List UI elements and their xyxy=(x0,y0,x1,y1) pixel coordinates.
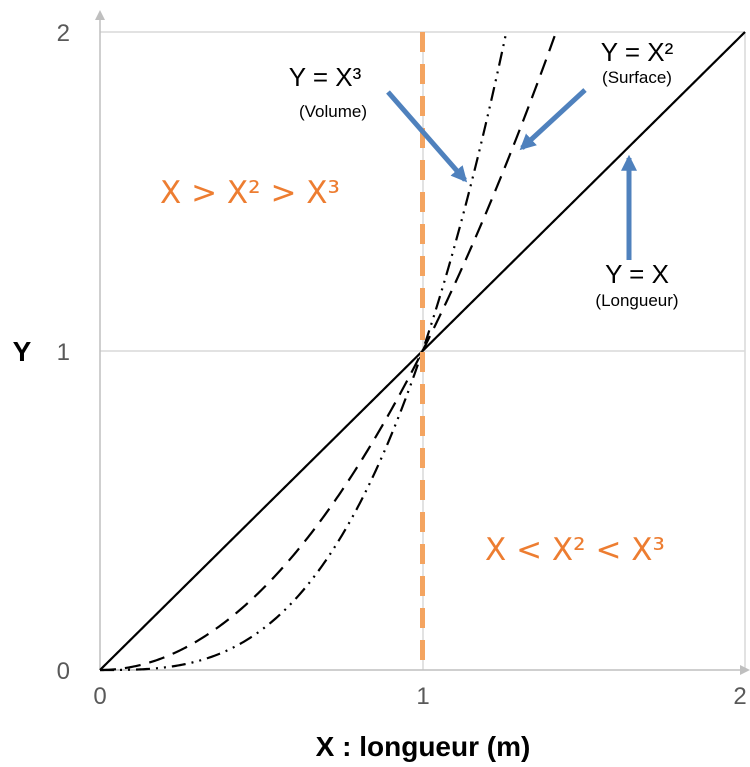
y-tick-label-1: 1 xyxy=(57,339,70,366)
x-tick-labels: 0 1 2 xyxy=(93,683,746,710)
x-axis-title: X : longueur (m) xyxy=(316,731,531,762)
series-label-sub: (Longueur) xyxy=(595,291,678,310)
x-tick-label-0: 0 xyxy=(93,683,106,710)
series-label-main: Y = X³ xyxy=(289,62,362,92)
region-label-right: X < X² < X³ xyxy=(485,532,665,568)
region-label-left: X > X² > X³ xyxy=(160,175,340,211)
x-axis-arrow-icon xyxy=(740,665,750,675)
arrow-icon-surface xyxy=(519,88,587,151)
series-label-main: Y = X² xyxy=(601,37,674,67)
series-label-x-squared: Y = X² (Surface) xyxy=(601,37,674,87)
series-label-sub: (Surface) xyxy=(602,68,672,87)
y-tick-label-2: 2 xyxy=(57,20,70,47)
series-line-y-equals-x-squared xyxy=(99,31,558,672)
x-tick-label-2: 2 xyxy=(733,683,746,710)
x-tick-label-1: 1 xyxy=(416,683,429,710)
y-tick-label-0: 0 xyxy=(57,658,70,685)
y-axis-arrow-icon xyxy=(95,10,105,20)
y-tick-labels: 0 1 2 xyxy=(57,20,70,685)
series-label-x-cubed: Y = X³ (Volume) xyxy=(289,62,367,121)
series-label-sub: (Volume) xyxy=(299,102,367,121)
arrow-icon-volume xyxy=(386,90,468,183)
series xyxy=(99,31,746,672)
series-line-y-equals-x-cubed xyxy=(100,31,508,672)
y-axis-title: Y xyxy=(13,336,32,367)
series-label-main: Y = X xyxy=(605,259,669,289)
series-label-x: Y = X (Longueur) xyxy=(595,259,678,310)
axes xyxy=(95,10,750,675)
pointer-arrows xyxy=(386,88,638,260)
